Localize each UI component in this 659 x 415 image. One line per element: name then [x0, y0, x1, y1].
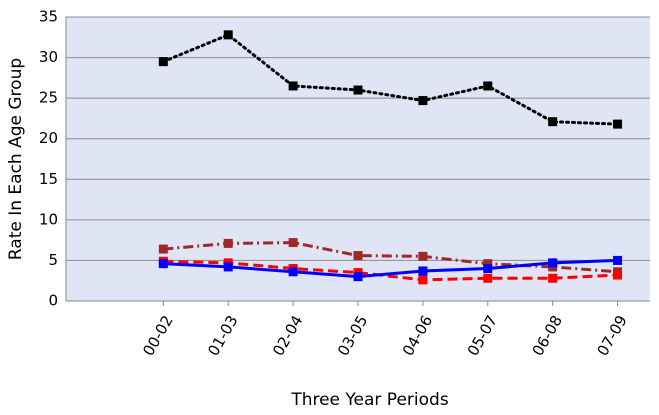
series-marker: [223, 238, 233, 248]
series-marker: [353, 85, 363, 95]
series-marker: [288, 267, 298, 277]
x-tick-label: 02-04: [269, 312, 306, 359]
series-marker: [158, 57, 168, 67]
series-line: [161, 33, 620, 126]
series-line: [163, 259, 618, 282]
y-tick-label: 0: [48, 292, 58, 310]
series-marker: [548, 273, 558, 283]
series-marker: [353, 251, 363, 261]
y-tick-label: 35: [39, 8, 58, 26]
series-marker: [548, 258, 558, 268]
x-tick-label: 04-06: [399, 312, 436, 359]
x-tick-label: 06-08: [529, 312, 566, 359]
series-marker: [223, 262, 233, 272]
series-line: [163, 241, 618, 274]
series-marker: [418, 275, 428, 285]
series-marker: [418, 251, 428, 261]
series-marker: [613, 255, 623, 265]
y-tick-label: 20: [39, 129, 58, 147]
x-tick-label: 00-02: [139, 312, 176, 359]
y-tick-label: 30: [39, 48, 58, 66]
series-marker: [158, 244, 168, 254]
y-tick-label: 5: [48, 251, 58, 269]
x-tick-label: 01-03: [204, 312, 241, 359]
series-marker: [483, 273, 493, 283]
series-marker: [613, 270, 623, 280]
y-axis-title: Rate In Each Age Group: [6, 58, 26, 260]
series-marker: [288, 238, 298, 248]
x-tick-label: 03-05: [334, 312, 371, 359]
series-marker: [158, 259, 168, 269]
series-marker: [483, 259, 493, 269]
series-marker: [483, 264, 493, 274]
series-marker: [353, 272, 363, 282]
series-marker: [548, 117, 558, 127]
y-tick-label: 15: [39, 170, 58, 188]
y-tick-label: 25: [39, 89, 58, 107]
series-marker: [418, 96, 428, 106]
x-tick-label: 05-07: [464, 312, 501, 359]
series-marker: [613, 119, 623, 129]
x-tick-label: 07-09: [594, 312, 631, 359]
series-line: [163, 258, 618, 279]
series-marker: [483, 81, 493, 91]
x-axis-title: Three Year Periods: [290, 390, 449, 410]
y-tick-label: 10: [39, 210, 58, 228]
series-marker: [418, 266, 428, 276]
series-marker: [223, 30, 233, 40]
series-marker: [288, 81, 298, 91]
